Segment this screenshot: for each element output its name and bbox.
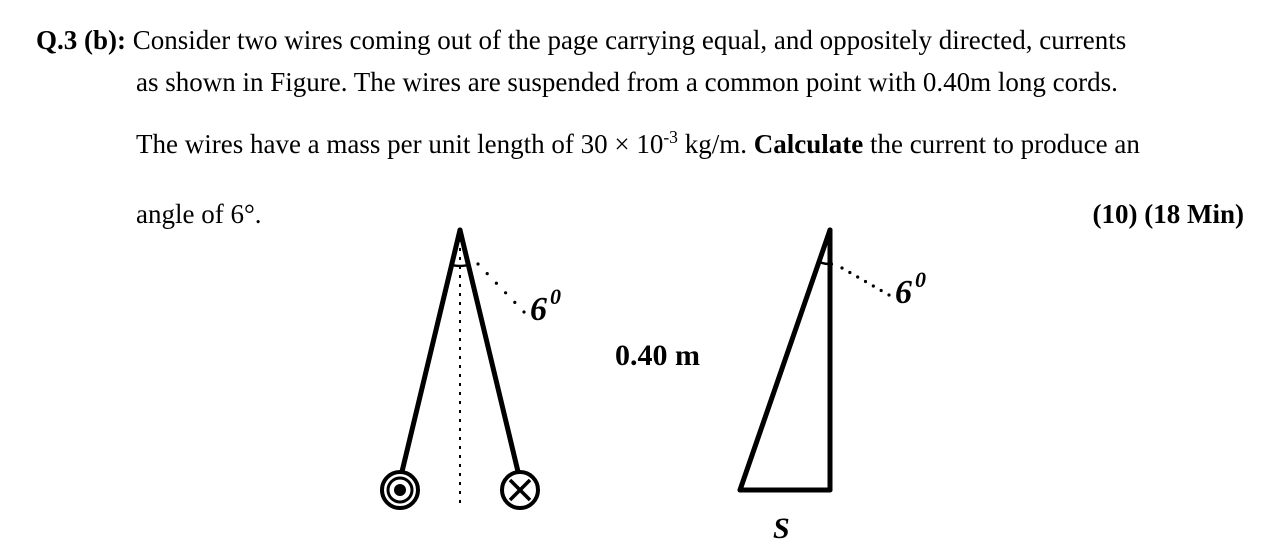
question-line-3-post: the current to produce an — [863, 129, 1140, 159]
right-leader-dot — [887, 293, 890, 296]
left-angle-label: 60 — [530, 284, 561, 328]
question-line-2: as shown in Figure. The wires are suspen… — [36, 62, 1244, 104]
right-leader-dot — [848, 271, 851, 274]
question-label: Q.3 (b): — [36, 25, 126, 55]
svg-text:6: 6 — [530, 291, 547, 328]
question-line-3-pre: The wires have a mass per unit length of… — [136, 129, 663, 159]
question-line-3-sup: -3 — [663, 127, 678, 147]
figure-svg: 60600.40 mS — [290, 210, 990, 550]
right-leader-dot — [840, 266, 843, 269]
left-cord-left — [400, 230, 460, 480]
right-leader-dot — [856, 275, 859, 278]
right-leader-dot — [864, 280, 867, 283]
left-leader-dot — [522, 310, 525, 313]
question-line-1: Q.3 (b): Consider two wires coming out o… — [36, 20, 1244, 62]
svg-text:0: 0 — [550, 284, 561, 309]
question-line-3-bold: Calculate — [754, 129, 863, 159]
svg-text:6: 6 — [895, 274, 912, 311]
left-angle-arc — [454, 265, 467, 266]
right-leader-dot — [872, 284, 875, 287]
question-line-1-rest: Consider two wires coming out of the pag… — [126, 25, 1126, 55]
page-root: Q.3 (b): Consider two wires coming out o… — [0, 0, 1280, 559]
right-base-label: S — [773, 512, 790, 545]
right-hypotenuse-label: 0.40 m — [615, 339, 700, 372]
left-leader-dot — [504, 291, 507, 294]
svg-text:0: 0 — [915, 267, 926, 292]
right-triangle-hypotenuse — [740, 230, 830, 490]
left-leader-dot — [476, 262, 479, 265]
right-angle-label: 60 — [895, 267, 926, 311]
right-leader-dot — [880, 289, 883, 292]
wire-out-symbol-dot — [394, 484, 406, 496]
left-cord-right — [460, 230, 520, 480]
left-leader-dot — [486, 272, 489, 275]
question-line-3-mid: kg/m. — [678, 129, 754, 159]
left-leader-dot — [513, 301, 516, 304]
left-leader-dot — [495, 282, 498, 285]
question-line-3: The wires have a mass per unit length of… — [36, 124, 1244, 166]
question-text-block: Q.3 (b): Consider two wires coming out o… — [36, 20, 1244, 235]
figure-container: 60600.40 mS — [0, 210, 1280, 550]
